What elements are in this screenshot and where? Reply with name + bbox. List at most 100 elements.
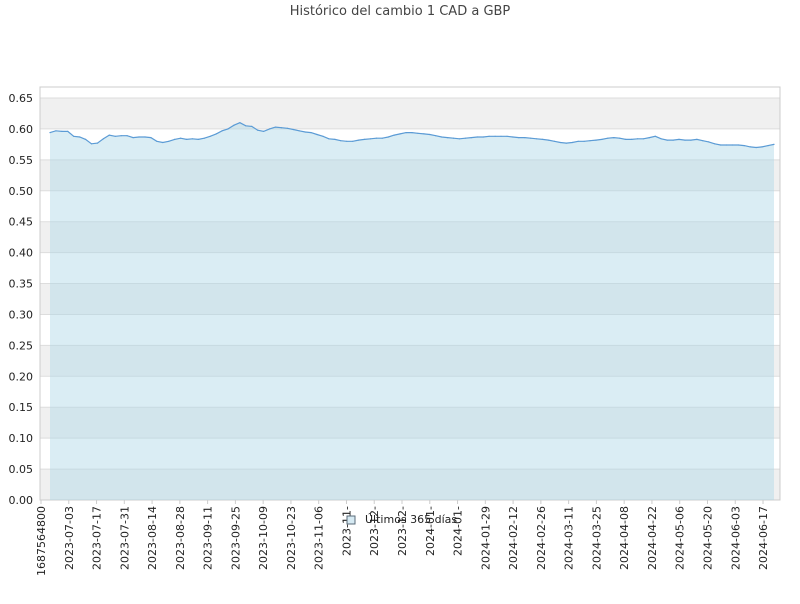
series-point [583,140,585,142]
series-layer [49,122,775,500]
series-area [50,122,774,500]
series-point [619,137,621,139]
series-point [90,143,93,145]
y-tick-label: 0.55 [9,154,34,167]
plot-frame [39,86,781,501]
series-point [654,135,656,137]
plot-band [40,469,780,500]
series-point [767,145,769,147]
series-point [666,139,668,141]
series-point [203,137,205,139]
series-point [245,125,247,127]
series-point [743,145,745,147]
series-point [138,136,140,138]
series-point [269,128,271,130]
x-tick-label: 2024-02-12 [507,506,520,570]
plot-band [40,159,780,191]
series-point [690,139,692,141]
series-point [280,127,282,129]
series-point [221,130,223,132]
series-point [607,137,609,139]
series-point [696,138,698,140]
series-point [755,146,757,149]
series-point [464,137,466,139]
y-tick-label: 0.20 [9,370,34,383]
x-tick-label: 2023-12- [368,506,381,556]
legend-label[interactable]: Últimos 365 días [365,513,457,526]
series-point [684,139,686,141]
y-tick-label: 0.10 [9,432,34,445]
series-point [565,142,567,144]
y-tick-label: 0.30 [9,308,34,321]
legend[interactable]: Últimos 365 días [346,513,457,526]
series-point [352,140,354,142]
series-point [470,137,472,139]
x-tick-label: 2023-07-17 [91,506,104,570]
series-point [530,137,532,139]
series-point [452,137,455,139]
x-tick-label: 2024-02-26 [535,506,548,570]
series-point [714,143,716,145]
y-tick-label: 0.15 [9,401,34,414]
series-point [363,138,366,140]
y-tick-label: 0.65 [9,92,34,105]
x-tick-label: 2023-07-31 [118,506,131,570]
series-point [328,138,330,140]
series-point [494,135,496,137]
x-tick-label: 2024-01-29 [479,506,492,570]
series-point [132,137,134,139]
plot-band [40,221,780,253]
series-point [761,146,763,148]
plot-bands [40,98,780,500]
series-point [613,137,615,139]
series-point [488,135,490,137]
series-point [381,137,383,139]
series-point [737,144,740,146]
x-tick-label: 2024-03-25 [590,506,603,570]
series-point [274,126,277,128]
series-point [542,138,544,140]
x-tick-label: 2023-08-14 [146,506,159,570]
series-point [387,136,389,138]
series-point [547,139,550,141]
series-point [458,138,461,140]
series-point [263,130,265,132]
series-point [571,141,573,144]
series-point [731,144,734,146]
series-point [310,132,312,134]
series-point [411,132,413,134]
series-point [435,135,437,137]
series-point [251,125,253,127]
series-point [375,137,377,139]
series-point [85,138,87,140]
series-point [120,135,122,137]
series-point [79,136,81,138]
series-point [233,124,235,126]
x-tick-label: 2023-09-11 [202,506,215,570]
series-point [749,146,751,148]
series-point [73,135,75,137]
series-point [298,130,300,132]
series-point [156,140,158,142]
series-point [601,138,603,140]
series-point [126,135,128,137]
series-point [500,135,502,137]
x-tick-label: 2024-05-06 [674,506,687,570]
y-tick-label: 0.35 [9,278,34,291]
series-point [476,136,478,138]
series-point [197,138,199,140]
x-tick-label: 2023-11-06 [313,506,326,570]
y-tick-label: 0.05 [9,463,34,476]
series-point [304,131,306,133]
y-tick-label: 0.25 [9,339,34,352]
x-tick-label: 2024-05-20 [701,506,714,570]
series-point [625,138,627,140]
x-tick-label: 2023-10-09 [257,506,270,570]
x-tick-label: 2024-03-11 [563,506,576,570]
x-tick-label: 1687564800 [35,506,48,576]
series-point [108,134,110,136]
legend-swatch[interactable] [346,515,356,525]
series-point [720,144,722,146]
series-point [239,122,241,124]
